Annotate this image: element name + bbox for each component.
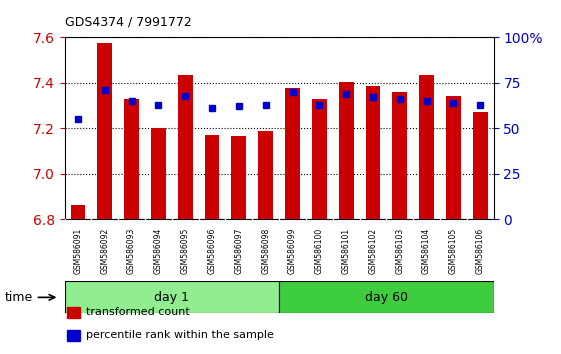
Text: GSM586105: GSM586105 (449, 227, 458, 274)
Text: GSM586099: GSM586099 (288, 227, 297, 274)
Bar (279, 281, 494, 313)
Text: GSM586091: GSM586091 (73, 227, 82, 274)
Text: GSM586094: GSM586094 (154, 227, 163, 274)
Bar (98, 43, 112, 219)
Text: percentile rank within the sample: percentile rank within the sample (86, 330, 274, 341)
Bar (67, 330, 80, 341)
Bar (67, 307, 80, 318)
Bar (232, 136, 246, 219)
Bar (124, 99, 139, 219)
Text: GSM586104: GSM586104 (422, 227, 431, 274)
Bar (446, 96, 461, 219)
Text: time: time (5, 291, 34, 304)
Text: transformed count: transformed count (86, 307, 190, 318)
Text: GSM586106: GSM586106 (476, 227, 485, 274)
Text: GSM586101: GSM586101 (342, 227, 351, 274)
Text: GSM586102: GSM586102 (369, 227, 378, 274)
Bar (151, 128, 165, 219)
Text: day 1: day 1 (154, 291, 189, 304)
Bar (312, 99, 327, 219)
Bar (419, 75, 434, 219)
Bar (393, 92, 407, 219)
Bar (205, 135, 219, 219)
Text: GSM586095: GSM586095 (181, 227, 190, 274)
Bar (285, 88, 300, 219)
Bar (339, 82, 353, 219)
Bar (178, 75, 192, 219)
Text: day 60: day 60 (365, 291, 408, 304)
Bar (71, 205, 85, 219)
Text: GSM586097: GSM586097 (234, 227, 243, 274)
Bar (473, 112, 488, 219)
Bar (65, 281, 279, 313)
Text: GDS4374 / 7991772: GDS4374 / 7991772 (65, 16, 191, 29)
Bar (366, 86, 380, 219)
Text: GSM586098: GSM586098 (261, 227, 270, 274)
Text: GSM586103: GSM586103 (396, 227, 404, 274)
Text: GSM586092: GSM586092 (100, 227, 109, 274)
Text: GSM586096: GSM586096 (208, 227, 217, 274)
Text: GSM586100: GSM586100 (315, 227, 324, 274)
Text: GSM586093: GSM586093 (127, 227, 136, 274)
Bar (258, 131, 273, 219)
